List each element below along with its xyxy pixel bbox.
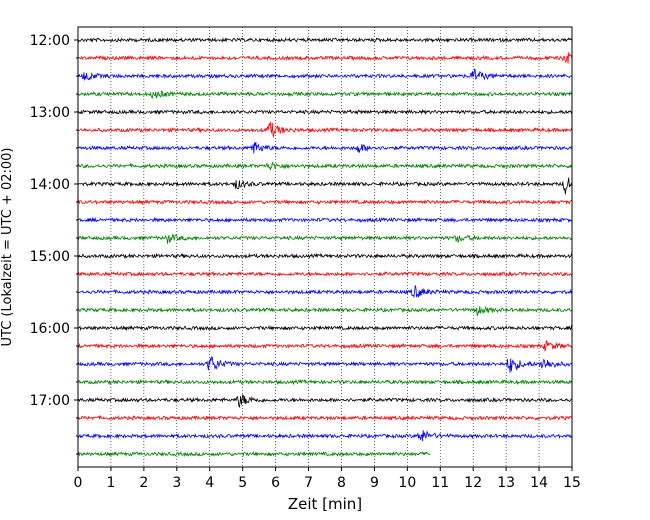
x-tick-label: 14 [530,475,548,491]
trace-1630 [77,356,573,373]
trace-1600 [77,324,573,332]
x-tick-label: 6 [271,475,280,491]
trace-1530 [77,285,573,299]
x-tick-label: 2 [139,475,148,491]
x-tick-label: 15 [563,475,581,491]
trace-1415 [77,198,573,206]
trace-1245 [77,90,573,99]
trace-1730 [77,430,573,442]
x-axis-ticks: 0 1 2 3 4 5 6 7 8 9 10 11 12 13 14 15 [74,467,581,491]
trace-1230 [77,68,573,81]
x-tick-label: 13 [497,475,515,491]
x-tick-label: 3 [172,475,181,491]
x-axis-label: Zeit [min] [288,495,362,513]
x-tick-label: 10 [398,475,416,491]
trace-1715 [77,414,573,421]
plot-frame [77,26,573,468]
y-tick-label: 17:00 [30,393,70,409]
trace-1545 [77,305,573,317]
y-axis-label: UTC (Lokalzeit = UTC + 02:00) [0,148,15,347]
trace-1645 [77,378,573,386]
trace-1745 [77,450,431,458]
trace-1400 [77,177,573,195]
x-tick-label: 5 [238,475,247,491]
x-tick-label: 7 [304,475,313,491]
trace-1215 [77,52,573,64]
trace-1330 [77,141,573,154]
x-tick-label: 4 [205,475,214,491]
y-tick-label: 12:00 [30,33,70,49]
y-tick-label: 16:00 [30,321,70,337]
y-tick-label: 13:00 [30,105,70,121]
x-tick-label: 12 [464,475,482,491]
trace-1200 [77,36,573,44]
y-axis-ticks: 12:00 13:00 14:00 15:00 16:00 17:00 [30,33,78,455]
trace-1500 [77,252,573,260]
trace-1315 [77,121,573,139]
trace-1515 [77,270,573,278]
trace-1615 [77,340,573,353]
x-tick-label: 0 [74,475,83,491]
x-tick-label: 11 [431,475,449,491]
trace-1300 [77,108,573,116]
x-tick-label: 8 [337,475,346,491]
x-tick-label: 1 [106,475,115,491]
trace-1445 [77,233,573,244]
trace-group [77,36,573,458]
y-tick-label: 15:00 [30,249,70,265]
x-tick-label: 9 [370,475,379,491]
trace-1345 [77,161,573,171]
grid-lines [110,27,540,467]
trace-1700 [77,394,573,408]
trace-1430 [77,216,573,224]
y-tick-label: 14:00 [30,177,70,193]
